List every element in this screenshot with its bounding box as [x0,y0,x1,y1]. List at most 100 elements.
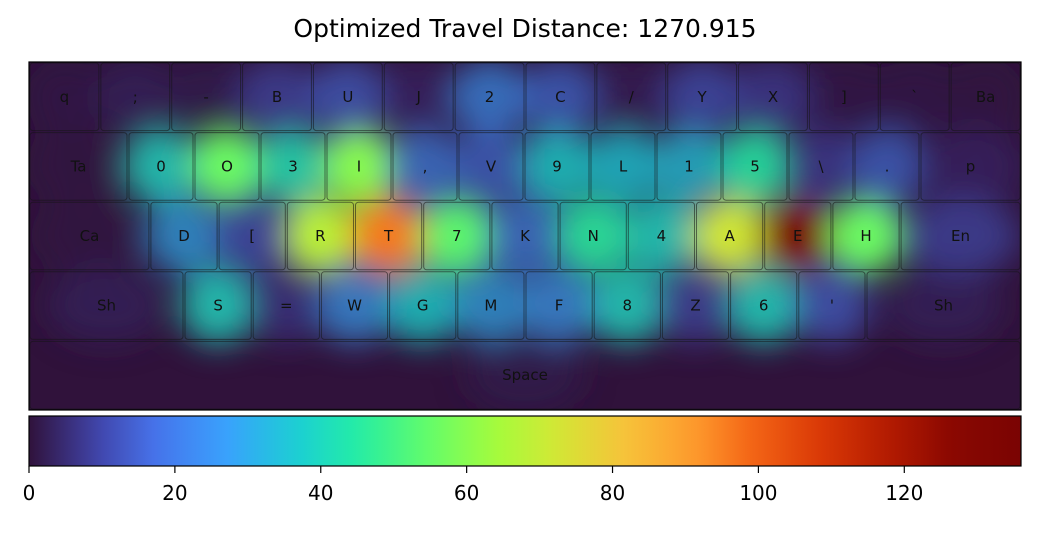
key-cap [738,62,808,132]
heat-blob [453,267,529,344]
key-cap [171,62,242,132]
key-label: H [860,227,871,245]
heat-blob [454,128,528,205]
key-cap [866,271,1021,340]
key-cap [656,132,722,201]
key-cap [100,62,171,132]
heat-blob [238,62,316,136]
heat-blob [734,62,812,136]
heat-blob [214,197,290,275]
key-cap [879,62,950,132]
keyboard-area: q; - B U J 2 C / Y X] ` Ba Ta 0 O 3 I, V 9 L 1 5 \. p Ca D [R T 7 K N 4… [29,62,1021,410]
key-cap [312,62,383,132]
key-cap [722,132,788,201]
key-cap [29,62,100,132]
heat-blob [46,267,167,344]
key-cap [383,62,454,132]
heat-blob [256,128,330,205]
heat-blob [190,128,264,205]
heat-blob [592,62,671,136]
key-cap [798,271,866,340]
heat-blob [794,267,870,344]
colorbar-tick-label: 0 [23,481,36,505]
colorbar: 0 20 40 60 80 100 120 [23,415,1022,505]
heat-blob [322,128,396,205]
key-label: Sh [934,297,953,315]
key-label: = [280,297,293,315]
colorbar-tick-label: 80 [600,481,625,505]
heat-blob [167,62,246,136]
key-cap [320,271,389,340]
key-label: 8 [623,297,633,315]
heat-blob [29,62,104,136]
heat-blob [385,267,461,344]
key-cap [184,271,252,340]
key-cap [326,132,392,201]
key-label: ' [830,297,834,315]
heat-blob [487,197,563,275]
heat-blob [379,62,458,136]
colorbar-tick-label: 40 [308,481,333,505]
key-label: 9 [552,157,562,175]
heat-blob [623,197,699,275]
key-label: 5 [750,157,760,175]
key-label: Ba [976,88,995,106]
key-label: 6 [759,297,769,315]
keyboard-frame [28,61,1022,411]
heat-blob [419,197,495,275]
heat-blob [914,128,1021,205]
key-cap [392,132,458,201]
key-cap [920,132,1021,201]
key-cap [454,62,525,132]
key-cap [525,62,596,132]
key-label: , [423,157,428,175]
heat-blob [850,128,924,205]
key-label: B [272,88,282,106]
key-label: 3 [288,157,298,175]
key-label: En [951,227,970,245]
key-cap [661,271,730,340]
key-label: 1 [684,157,694,175]
key-cap [491,201,559,271]
heat-blob [828,197,904,275]
key-label: K [520,227,531,245]
heat-blob [900,197,1021,275]
key-cap [764,201,832,271]
key-cap [590,132,656,201]
heat-blob [180,267,256,344]
key-cap [150,201,218,271]
key-cap [524,132,590,201]
heat-blob [308,62,387,136]
colorbar-tick-label: 100 [739,481,777,505]
key-label: 2 [485,88,495,106]
heat-blob [804,62,883,136]
colorbar-ticks: 0 20 40 60 80 100 120 [23,466,923,505]
key-cap [627,201,695,271]
heat-blob [692,197,768,275]
key-cap [559,201,627,271]
key-label: ] [841,88,847,106]
colorbar-tick-label: 60 [454,481,479,505]
heat-blob [663,62,742,136]
colorbar-tick-label: 120 [885,481,923,505]
key-cap [423,201,491,271]
key-label: O [221,157,233,175]
heat-blob [29,128,133,205]
key-label: Sh [97,297,116,315]
key-label: [ [249,227,255,245]
key-label: I [357,157,361,175]
heat-blob [465,336,585,410]
key-label: L [619,157,628,175]
heat-blob [351,197,427,275]
key-label: Ta [70,157,87,175]
heat-blob [657,267,734,344]
key-label: - [203,88,208,106]
heat-blob [124,128,198,205]
heat-blob [520,128,594,205]
colorbar-bar [28,415,1022,467]
key-label: p [966,157,976,175]
key-label: q [60,88,70,106]
key-cap [788,132,854,201]
key-label: Ca [80,227,100,245]
key-cap [29,340,1021,410]
